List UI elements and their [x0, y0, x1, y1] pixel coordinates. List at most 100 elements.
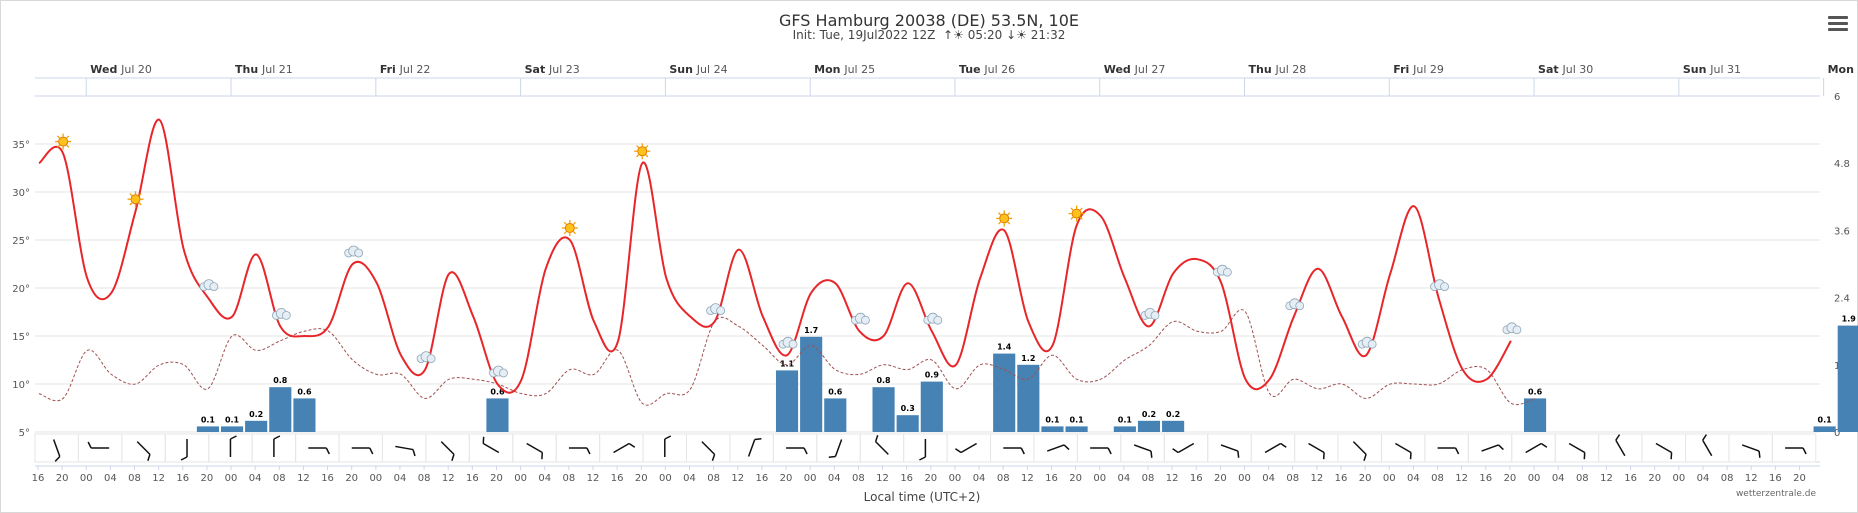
wind-barb-icon [1133, 444, 1153, 458]
x-tick-label: 00 [369, 473, 382, 484]
x-tick-label: 08 [128, 473, 141, 484]
x-tick-label: 20 [1504, 473, 1517, 484]
day-label: Thu Jul 21 [235, 63, 293, 76]
x-tick-label: 08 [852, 473, 865, 484]
x-tick-label: 12 [442, 473, 455, 484]
x-tick-label: 16 [1190, 473, 1203, 484]
cloud-icon [1430, 279, 1449, 292]
y-tick-label-left: 25° [12, 236, 30, 247]
sun-icon [561, 220, 578, 236]
day-header: Wed Jul 20 Thu Jul 21 Fri Jul 22 Sat Jul 23… [35, 63, 1858, 96]
x-tick-label: 08 [1576, 473, 1589, 484]
wind-barb-icon [526, 442, 544, 460]
precipitation-bar [293, 398, 316, 432]
day-label: Fri Jul 22 [380, 63, 431, 76]
wind-barb-icon [1352, 441, 1367, 461]
wind-barb-icon [1525, 442, 1548, 454]
day-label: Thu Jul 28 [1249, 63, 1307, 76]
precipitation-value-label: 0.1 [1045, 415, 1060, 424]
precipitation-bar [196, 426, 219, 432]
wind-barb-icon [1395, 442, 1412, 460]
x-tick-label: 16 [611, 473, 624, 484]
x-tick-label: 16 [466, 473, 479, 484]
wind-row [34, 433, 1820, 463]
y-tick-label-left: 15° [12, 332, 30, 343]
wind-barb-icon [701, 441, 716, 461]
credit-label: wetterzentrale.de [1736, 489, 1817, 499]
precipitation-bar [1523, 398, 1547, 432]
x-tick-label: 20 [490, 473, 503, 484]
y-tick-label-right: 2.4 [1834, 294, 1850, 305]
x-tick-label: 16 [1769, 473, 1782, 484]
x-tick-label: 00 [1093, 473, 1106, 484]
x-tick-label: 04 [828, 473, 841, 484]
x-tick-label: 20 [56, 473, 69, 484]
y-tick-label-left: 30° [12, 188, 30, 199]
cloud-icon [851, 312, 870, 325]
wind-barb-icon [273, 435, 281, 457]
cloud-icon [1212, 264, 1232, 277]
x-tick-label: 04 [1407, 473, 1420, 484]
wind-barb-icon [1615, 434, 1626, 457]
y-tick-label-right: 0 [1834, 428, 1840, 439]
wind-barb-icon [87, 441, 110, 449]
wind-barb-icon [1308, 442, 1325, 460]
x-tick-label: 16 [756, 473, 769, 484]
x-tick-label: 12 [1455, 473, 1468, 484]
x-tick-label: 08 [273, 473, 286, 484]
sun-icon [1068, 205, 1085, 222]
wind-barb-icon [440, 441, 455, 461]
day-label: Wed Jul 27 [1104, 63, 1166, 76]
x-tick-label: 08 [418, 473, 431, 484]
day-label: Sun Jul 24 [669, 63, 727, 76]
day-label: Mon Jul 25 [814, 63, 875, 76]
precipitation-bar [1113, 426, 1136, 432]
sunset-time: 21:32 [1030, 28, 1066, 42]
cloud-icon [199, 279, 219, 292]
x-tick-label: 08 [562, 473, 575, 484]
precipitation-bar [1041, 426, 1064, 432]
wind-barb-icon [1264, 442, 1287, 454]
x-tick-label: 08 [1142, 473, 1155, 484]
precipitation-value-label: 0.6 [490, 387, 505, 396]
wind-barb-icon [1785, 447, 1807, 455]
x-tick-label: 04 [1697, 473, 1710, 484]
precipitation-bar [1137, 420, 1161, 432]
precipitation-value-label: 1.4 [997, 343, 1012, 352]
x-tick-label: 12 [152, 473, 165, 484]
precipitation-bar [245, 420, 268, 432]
wind-barb-icon [180, 439, 188, 461]
wind-barb-icon [482, 436, 500, 454]
y-tick-label-left: 35° [12, 140, 30, 151]
x-tick-label: 20 [924, 473, 937, 484]
x-tick-label: 12 [731, 473, 744, 484]
wind-barb-icon [955, 442, 978, 454]
precipitation-value-label: 0.1 [1118, 415, 1133, 424]
wind-barb-icon [786, 447, 808, 455]
x-tick-label: 04 [249, 473, 262, 484]
precipitation-bar [1837, 325, 1858, 432]
x-tick-label: 00 [514, 473, 527, 484]
x-tick-label: 04 [394, 473, 407, 484]
y-tick-label-right: 3.6 [1834, 226, 1850, 237]
wind-barb-icon [874, 435, 889, 455]
x-tick-label: 12 [1311, 473, 1324, 484]
x-tick-label: 12 [587, 473, 600, 484]
precipitation-value-label: 0.2 [1142, 410, 1156, 419]
x-tick-label: 12 [1600, 473, 1613, 484]
x-tick-label: 04 [683, 473, 696, 484]
precipitation-bar [896, 415, 919, 432]
wind-barb-icon [52, 439, 61, 462]
x-tick-label: 16 [900, 473, 913, 484]
precipitation-value-label: 0.1 [1818, 415, 1833, 424]
x-tick-label: 04 [1262, 473, 1275, 484]
hamburger-menu-icon[interactable] [1828, 16, 1848, 34]
day-label: Sat Jul 23 [525, 63, 580, 76]
x-tick-label: 00 [1672, 473, 1685, 484]
precipitation-bar [1813, 426, 1836, 432]
precipitation-value-label: 0.2 [1166, 410, 1180, 419]
precipitation-bar [1017, 364, 1040, 432]
sunrise-time: 05:20 [967, 28, 1003, 42]
cloud-icon [344, 245, 364, 258]
wind-barb-icon [919, 439, 927, 461]
